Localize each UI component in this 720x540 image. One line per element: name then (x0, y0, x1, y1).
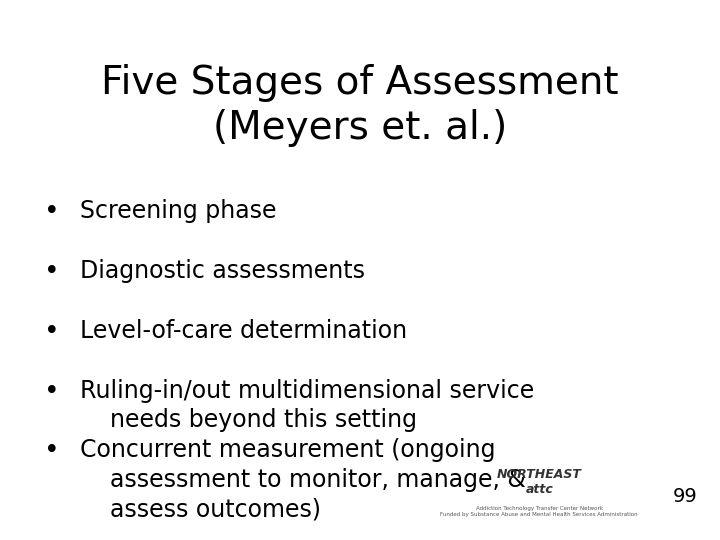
Text: Addiction Technology Transfer Center Network
Funded by Substance Abuse and Menta: Addiction Technology Transfer Center Net… (441, 506, 638, 517)
Text: Diagnostic assessments: Diagnostic assessments (81, 259, 365, 283)
Text: •: • (44, 438, 60, 464)
Text: •: • (44, 259, 60, 285)
Text: 99: 99 (672, 487, 697, 506)
Text: •: • (44, 379, 60, 404)
Text: Five Stages of Assessment
(Meyers et. al.): Five Stages of Assessment (Meyers et. al… (102, 64, 618, 147)
Text: Ruling-in/out multidimensional service
    needs beyond this setting: Ruling-in/out multidimensional service n… (81, 379, 534, 433)
Text: NORTHEAST
attc: NORTHEAST attc (497, 468, 582, 496)
Text: •: • (44, 199, 60, 225)
Text: •: • (44, 319, 60, 345)
Text: Concurrent measurement (ongoing
    assessment to monitor, manage, &
    assess : Concurrent measurement (ongoing assessme… (81, 438, 526, 522)
Text: Level-of-care determination: Level-of-care determination (81, 319, 408, 343)
Text: Screening phase: Screening phase (81, 199, 276, 223)
